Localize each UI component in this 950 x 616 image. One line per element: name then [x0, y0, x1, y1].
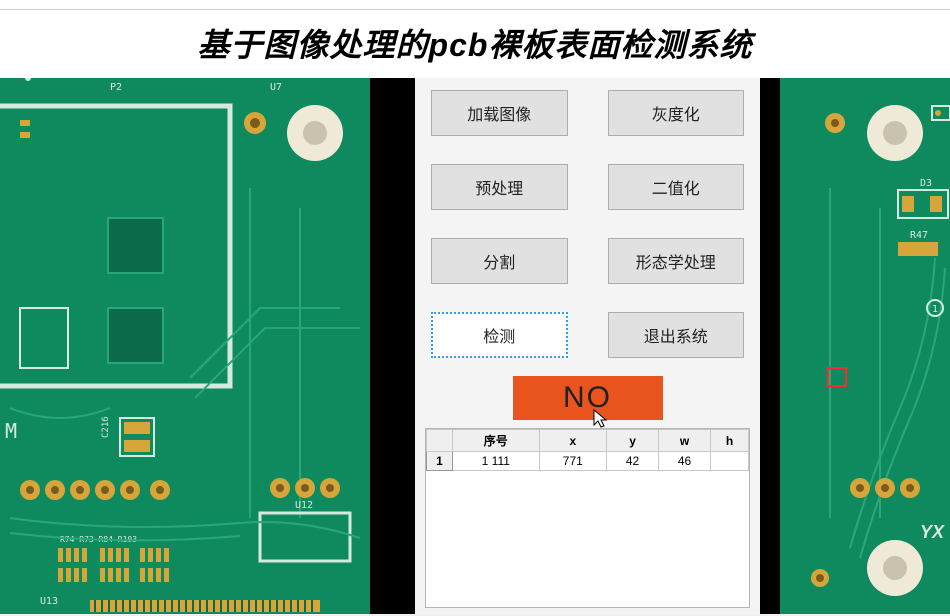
binarize-button[interactable]: 二值化 [608, 164, 745, 210]
result-indicator: NO [513, 376, 663, 420]
defect-table-wrap: 序号 x y w h 1 1 111 771 42 46 [425, 428, 750, 608]
pcb-left-svg: P2 U7 [0, 78, 370, 614]
exit-button[interactable]: 退出系统 [608, 312, 745, 358]
window-titlebar [0, 0, 950, 10]
cell-x: 771 [539, 452, 606, 471]
cell-y: 42 [607, 452, 659, 471]
main-row: P2 U7 [0, 78, 950, 614]
col-h: h [710, 430, 748, 452]
svg-text:1: 1 [932, 304, 938, 315]
svg-text:U13: U13 [40, 596, 58, 607]
svg-text:D3: D3 [920, 178, 932, 189]
pcb-right-svg: D3 R47 1 YX [780, 78, 950, 614]
app-title-area: 基于图像处理的pcb裸板表面检测系统 [0, 10, 950, 78]
grayscale-button[interactable]: 灰度化 [608, 90, 745, 136]
load-image-button[interactable]: 加载图像 [431, 90, 568, 136]
cell-seq: 1 111 [453, 452, 540, 471]
detect-button[interactable]: 检测 [431, 312, 568, 358]
svg-text:M: M [5, 419, 17, 443]
app-title: 基于图像处理的pcb裸板表面检测系统 [0, 20, 950, 66]
col-x: x [539, 430, 606, 452]
right-image-pane: D3 R47 1 YX [780, 78, 950, 614]
svg-text:U12: U12 [295, 500, 313, 511]
table-row[interactable]: 1 1 111 771 42 46 [427, 452, 749, 471]
col-seq: 序号 [453, 430, 540, 452]
left-image-pane: P2 U7 [0, 78, 370, 614]
col-y: y [607, 430, 659, 452]
cell-h [710, 452, 748, 471]
svg-text:YX: YX [920, 522, 945, 542]
cell-w: 46 [659, 452, 711, 471]
result-text: NO [563, 381, 612, 415]
svg-text:U7: U7 [270, 82, 282, 93]
col-w: w [659, 430, 711, 452]
svg-text:R47: R47 [910, 230, 928, 241]
morphology-button[interactable]: 形态学处理 [608, 238, 745, 284]
segment-button[interactable]: 分割 [431, 238, 568, 284]
button-grid: 加载图像 灰度化 预处理 二值化 分割 形态学处理 检测 退出系统 [425, 90, 750, 358]
svg-text:C216: C216 [101, 416, 111, 438]
defect-table: 序号 x y w h 1 1 111 771 42 46 [426, 429, 749, 471]
svg-text:P2: P2 [110, 82, 122, 93]
row-number: 1 [427, 452, 453, 471]
divider-right [760, 78, 780, 614]
table-corner [427, 430, 453, 452]
preprocess-button[interactable]: 预处理 [431, 164, 568, 210]
control-panel: 加载图像 灰度化 预处理 二值化 分割 形态学处理 检测 退出系统 NO 序号 … [415, 78, 760, 614]
divider-left [370, 78, 415, 614]
